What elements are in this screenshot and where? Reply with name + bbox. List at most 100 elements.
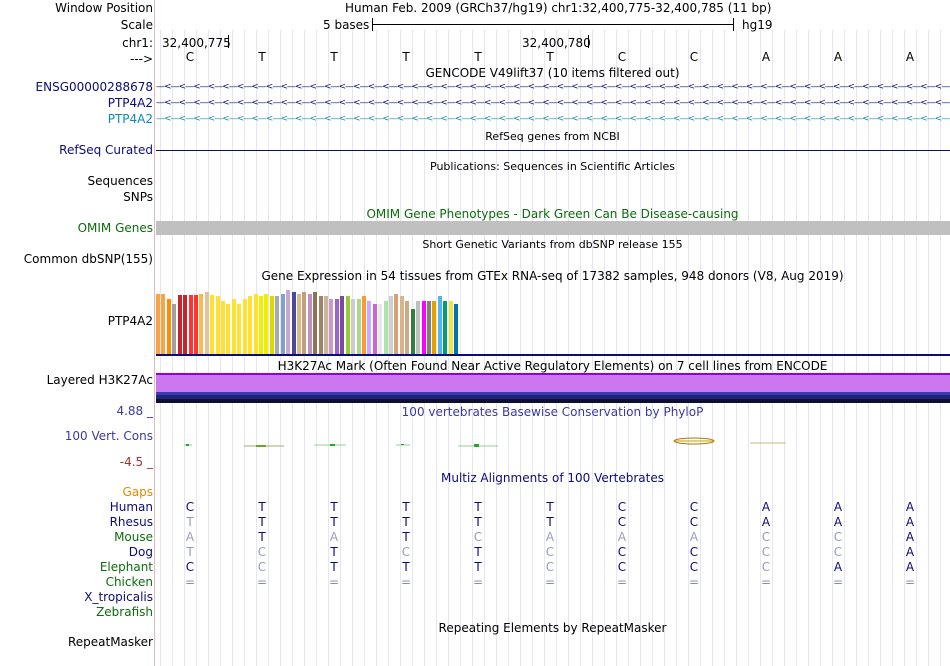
multiz-species-rhesus[interactable]: Rhesus <box>109 515 153 529</box>
gtex-bar[interactable] <box>183 295 188 354</box>
gtex-bar[interactable] <box>361 296 366 354</box>
gtex-bar[interactable] <box>410 309 415 354</box>
refseq-track-title[interactable]: RefSeq genes from NCBI <box>485 130 620 143</box>
window-position-value[interactable]: Human Feb. 2009 (GRCh37/hg19) chr1:32,40… <box>345 1 772 15</box>
gtex-bar[interactable] <box>177 295 182 354</box>
gtex-bar[interactable] <box>248 296 253 354</box>
gtex-bar[interactable] <box>405 301 410 354</box>
gtex-bar[interactable] <box>448 301 453 354</box>
multiz-species-zebrafish[interactable]: Zebrafish <box>96 605 153 619</box>
gtex-bar[interactable] <box>166 299 171 354</box>
gtex-bar[interactable] <box>394 294 399 354</box>
omim-track-title[interactable]: OMIM Gene Phenotypes - Dark Green Can Be… <box>366 207 739 221</box>
gtex-bar[interactable] <box>437 296 442 354</box>
gtex-bar[interactable] <box>443 301 448 354</box>
gtex-bar[interactable] <box>237 304 242 354</box>
cons-track-title[interactable]: 100 vertebrates Basewise Conservation by… <box>401 405 704 419</box>
h3k27ac-label[interactable]: Layered H3K27Ac <box>46 373 153 387</box>
gencode-label-ptp4a2-2[interactable]: PTP4A2 <box>107 112 153 126</box>
cons-wiggle[interactable] <box>156 430 950 460</box>
gtex-bar[interactable] <box>172 304 177 354</box>
multiz-species-x-tropicalis[interactable]: X_tropicalis <box>84 590 153 604</box>
refseq-feature[interactable] <box>156 150 950 151</box>
dbsnp-track-title[interactable]: Short Genetic Variants from dbSNP releas… <box>422 238 683 251</box>
coord-start: 32,400,775 <box>162 36 231 50</box>
h3k27ac-track-title[interactable]: H3K27Ac Mark (Often Found Near Active Re… <box>277 359 828 373</box>
gtex-bar[interactable] <box>204 292 209 354</box>
gencode-label-ensg[interactable]: ENSG00000288678 <box>35 80 153 94</box>
gtex-bar[interactable] <box>318 296 323 354</box>
gtex-bar[interactable] <box>242 299 247 354</box>
gtex-bar[interactable] <box>372 304 377 354</box>
gtex-bar[interactable] <box>199 294 204 354</box>
gtex-bar[interactable] <box>275 296 280 354</box>
gtex-bar[interactable] <box>421 301 426 354</box>
gtex-bar[interactable] <box>367 301 372 354</box>
gtex-bar[interactable] <box>280 294 285 354</box>
gtex-bar[interactable] <box>221 301 226 354</box>
gtex-bar[interactable] <box>296 294 301 354</box>
multiz-species-gaps[interactable]: Gaps <box>122 485 153 499</box>
gtex-bar[interactable] <box>427 301 431 354</box>
omim-label[interactable]: OMIM Genes <box>77 221 153 235</box>
multiz-species-elephant[interactable]: Elephant <box>99 560 153 574</box>
cons-label[interactable]: 100 Vert. Cons <box>64 429 153 443</box>
multiz-species-dog[interactable]: Dog <box>128 545 153 559</box>
gtex-bar[interactable] <box>454 304 459 354</box>
gtex-bar[interactable] <box>345 296 350 354</box>
gtex-bar[interactable] <box>215 296 220 354</box>
multiz-base: C <box>833 530 843 544</box>
refseq-label[interactable]: RefSeq Curated <box>59 143 153 157</box>
gtex-bar[interactable] <box>264 294 269 354</box>
gtex-bar[interactable] <box>329 299 334 354</box>
gtex-bar[interactable] <box>226 304 231 354</box>
gtex-bar-chart[interactable] <box>156 284 556 354</box>
gtex-bar[interactable] <box>291 292 296 354</box>
gtex-label[interactable]: PTP4A2 <box>107 314 153 328</box>
gencode-feature-ptp4a2-2[interactable]: —<—<—<—<—<—<—<—<—<—<—<—<—<—<—<—<—<—<—<—<… <box>156 114 950 124</box>
multiz-species-human[interactable]: Human <box>109 500 153 514</box>
multiz-track-title[interactable]: Multiz Alignments of 100 Vertebrates <box>440 471 665 485</box>
rmsk-track-title[interactable]: Repeating Elements by RepeatMasker <box>438 621 667 635</box>
gtex-bar[interactable] <box>432 301 437 354</box>
multiz-base: A <box>905 530 915 544</box>
gtex-bar[interactable] <box>351 299 356 354</box>
pubs-track-title[interactable]: Publications: Sequences in Scientific Ar… <box>430 160 675 173</box>
gtex-bar[interactable] <box>231 299 236 354</box>
gtex-bar[interactable] <box>156 294 160 354</box>
gtex-bar[interactable] <box>416 301 421 354</box>
grid-line <box>160 30 161 666</box>
gtex-bar[interactable] <box>307 294 312 354</box>
gtex-bar[interactable] <box>389 296 394 354</box>
gtex-bar[interactable] <box>399 296 404 354</box>
gtex-bar[interactable] <box>286 290 291 354</box>
pubs-label-sequences[interactable]: Sequences <box>87 174 153 188</box>
rmsk-label[interactable]: RepeatMasker <box>67 635 153 649</box>
gtex-bar[interactable] <box>258 296 263 354</box>
gtex-bar[interactable] <box>269 296 274 354</box>
gencode-track-title[interactable]: GENCODE V49lift37 (10 items filtered out… <box>425 66 680 80</box>
gtex-bar[interactable] <box>210 295 215 354</box>
h3k27ac-signal[interactable] <box>156 373 950 403</box>
gencode-feature-ensg[interactable]: —<—<—<—<—<—<—<—<—<—<—<—<—<—<—<—<—<—<—<—<… <box>156 82 950 92</box>
gencode-label-ptp4a2-1[interactable]: PTP4A2 <box>107 96 153 110</box>
gtex-bar[interactable] <box>334 299 339 354</box>
dbsnp-label[interactable]: Common dbSNP(155) <box>23 252 153 266</box>
gtex-bar[interactable] <box>193 295 198 354</box>
gencode-feature-ptp4a2-1[interactable]: —<—<—<—<—<—<—<—<—<—<—<—<—<—<—<—<—<—<—<—<… <box>156 98 950 108</box>
gtex-bar[interactable] <box>356 299 361 354</box>
gtex-bar[interactable] <box>253 294 258 354</box>
gtex-bar[interactable] <box>313 292 318 354</box>
gtex-bar[interactable] <box>383 301 388 354</box>
gtex-bar[interactable] <box>340 296 345 354</box>
gtex-bar[interactable] <box>302 292 307 354</box>
gtex-bar[interactable] <box>161 294 166 354</box>
multiz-species-mouse[interactable]: Mouse <box>114 530 153 544</box>
gtex-bar[interactable] <box>188 295 193 354</box>
gtex-bar[interactable] <box>324 296 329 354</box>
gtex-bar[interactable] <box>378 304 383 354</box>
gtex-track-title[interactable]: Gene Expression in 54 tissues from GTEx … <box>261 269 844 283</box>
pubs-label-snps[interactable]: SNPs <box>123 190 153 204</box>
omim-feature[interactable] <box>156 221 950 235</box>
multiz-species-chicken[interactable]: Chicken <box>105 575 153 589</box>
